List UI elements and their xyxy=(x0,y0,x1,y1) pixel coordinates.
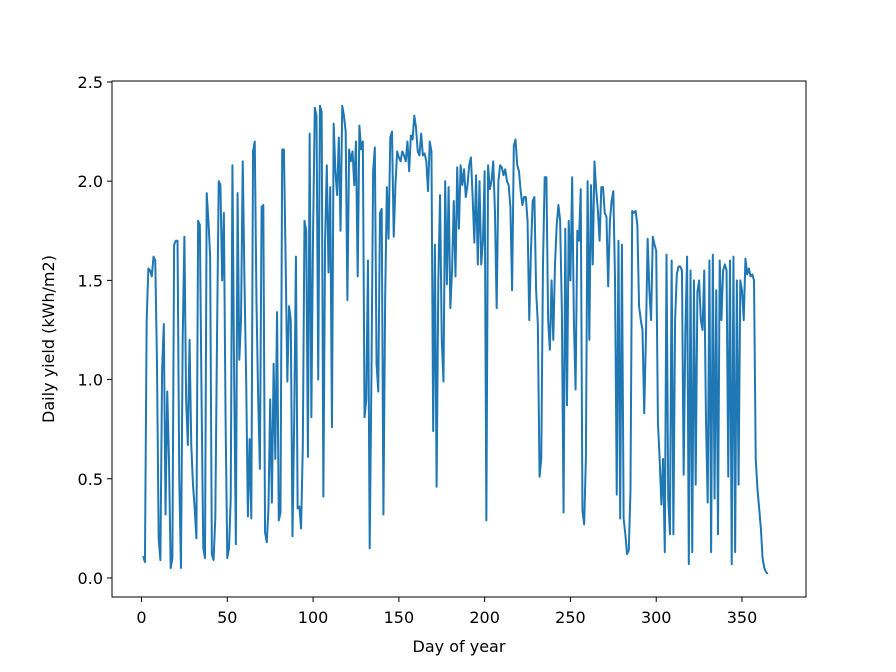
x-axis-label: Day of year xyxy=(413,637,506,656)
x-tick-label: 250 xyxy=(555,608,586,627)
x-tick-label: 350 xyxy=(727,608,758,627)
data-line xyxy=(142,104,769,575)
y-tick-label: 0.5 xyxy=(78,470,103,489)
x-tick-label: 300 xyxy=(641,608,672,627)
x-tick-label: 150 xyxy=(384,608,415,627)
y-tick-label: 1.5 xyxy=(78,271,103,290)
y-tick-label: 1.0 xyxy=(78,371,103,390)
x-tick-label: 100 xyxy=(298,608,329,627)
plot-frame xyxy=(111,80,807,598)
y-tick-label: 0.0 xyxy=(78,569,103,588)
x-tick-label: 200 xyxy=(469,608,500,627)
x-tick-label: 50 xyxy=(217,608,237,627)
x-tick-label: 0 xyxy=(136,608,146,627)
y-tick-label: 2.5 xyxy=(78,73,103,92)
y-axis-label: Daily yield (kWh/m2) xyxy=(39,255,58,423)
y-tick-label: 2.0 xyxy=(78,172,103,191)
